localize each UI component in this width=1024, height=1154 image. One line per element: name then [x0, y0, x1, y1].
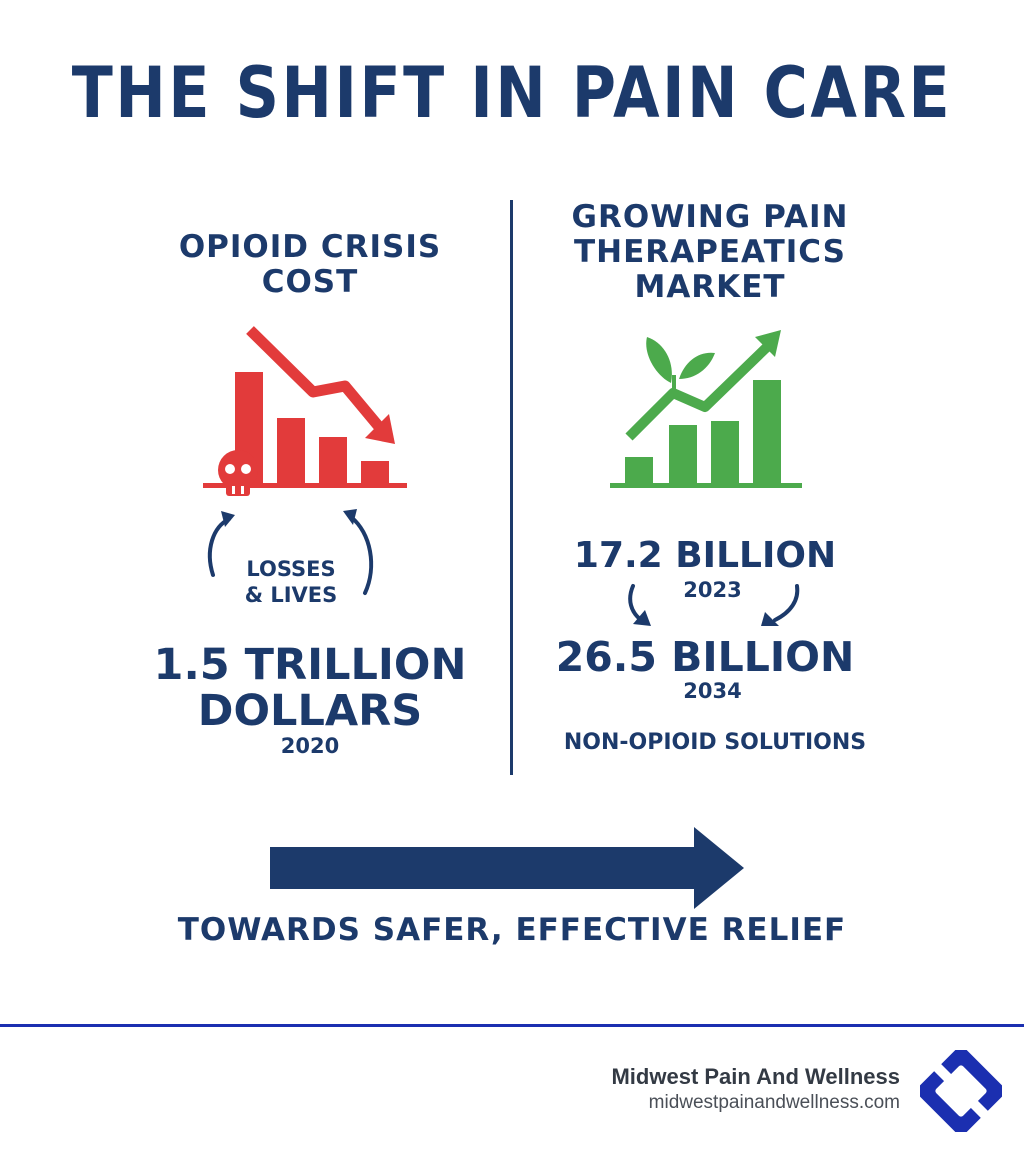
- footer-divider: [0, 1024, 1024, 1027]
- brand-logo-icon: [920, 1050, 1002, 1132]
- leaf-icon: [646, 337, 715, 391]
- big-right-arrow-icon: [270, 827, 744, 909]
- losses-lives-label: LOSSES & LIVES: [220, 556, 362, 608]
- market-bar-1: [625, 457, 653, 485]
- page-title: THE SHIFT IN PAIN CARE: [71, 52, 953, 134]
- opioid-heading-line1: OPIOID CRISIS: [178, 229, 442, 265]
- growing-bar-chart-with-leaf-icon: [610, 330, 802, 488]
- market-heading-line3: MARKET: [634, 269, 786, 305]
- market-year-2023: 2023: [683, 578, 742, 602]
- amount-line2: DOLLARS: [197, 686, 423, 736]
- market-bar-3: [711, 421, 739, 485]
- brand-url[interactable]: midwestpainandwellness.com: [648, 1092, 900, 1113]
- market-heading: GROWING PAIN THERAPEATICS MARKET: [540, 200, 880, 305]
- market-year-2034: 2034: [683, 679, 742, 703]
- opioid-baseline: [203, 483, 407, 488]
- column-divider: [510, 200, 513, 775]
- opioid-cost-value: 1.5 TRILLION DOLLARS: [120, 642, 500, 734]
- opioid-bar-4: [361, 461, 389, 487]
- market-value-2034: 26.5 BILLION: [555, 633, 855, 681]
- declining-bar-chart-with-skull-icon: [203, 326, 407, 496]
- market-bar-4: [753, 380, 781, 485]
- tagline: TOWARDS SAFER, EFFECTIVE RELIEF: [177, 912, 847, 948]
- opioid-bar-2: [277, 418, 305, 487]
- market-value-2023: 17.2 BILLION: [573, 535, 837, 576]
- market-heading-line2: THERAPEATICS: [574, 234, 846, 270]
- down-trend-line: [246, 326, 385, 432]
- amount-line1: 1.5 TRILLION: [153, 640, 467, 690]
- down-arrows-icon: [628, 584, 800, 626]
- opioid-cost-year: 2020: [280, 734, 340, 758]
- down-arrow-head: [365, 414, 395, 444]
- non-opioid-label: NON-OPIOID SOLUTIONS: [563, 730, 867, 755]
- cycle-line1: LOSSES: [246, 557, 336, 581]
- cycle-line2: & LIVES: [244, 583, 338, 607]
- opioid-heading-line2: COST: [261, 264, 359, 300]
- skull-icon: [218, 450, 258, 496]
- up-trend-line: [625, 343, 771, 441]
- opioid-crisis-heading: OPIOID CRISIS COST: [160, 230, 460, 300]
- up-arrow-head: [755, 330, 781, 357]
- market-baseline: [610, 483, 802, 488]
- cycle-arrows-icon: [207, 509, 374, 595]
- opioid-bar-3: [319, 437, 347, 487]
- market-heading-line1: GROWING PAIN: [571, 199, 849, 235]
- brand-name: Midwest Pain And Wellness: [611, 1064, 900, 1089]
- market-bar-2: [669, 425, 697, 485]
